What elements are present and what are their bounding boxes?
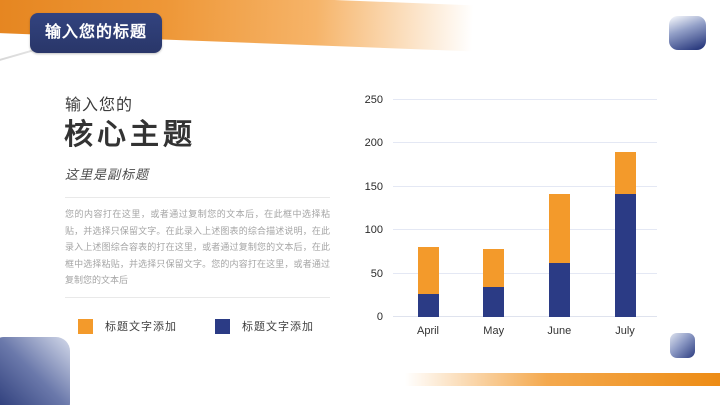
gridline — [393, 229, 657, 231]
gridline — [393, 142, 657, 144]
bar-segment-orange-may — [483, 249, 505, 287]
x-axis-label: July — [615, 325, 635, 337]
bar-segment-orange-july — [614, 152, 636, 194]
y-tick-label: 50 — [370, 267, 383, 280]
bar-segment-navy-june — [548, 263, 570, 317]
chart-legend: 标题文字添加 标题文字添加 — [78, 318, 352, 334]
gridline — [393, 272, 657, 274]
legend-label-orange: 标题文字添加 — [105, 321, 177, 333]
gridline — [393, 316, 657, 317]
legend-item-orange: 标题文字添加 — [78, 318, 177, 334]
x-axis-label: June — [547, 325, 572, 337]
chart-plot-area: 0 50 100 150 200 250 April May June July — [365, 94, 657, 337]
y-tick-label: 150 — [364, 180, 383, 193]
bar-segment-navy-july — [614, 193, 636, 317]
y-tick-label: 100 — [364, 224, 383, 237]
bar-segment-orange-april — [417, 246, 439, 294]
heading-line1: 输入您的 — [65, 97, 134, 114]
slide-title-pill: 输入您的标题 — [30, 13, 162, 53]
bar-segment-orange-june — [548, 193, 570, 264]
gridline — [393, 185, 657, 187]
body-text: 您的内容打在这里，或者通过复制您的文本后，在此框中选择粘贴，并选择只保留文字。在… — [65, 197, 330, 298]
x-axis-label: May — [483, 325, 505, 337]
bar-segment-navy-april — [417, 293, 439, 317]
decorative-square-bottom-left — [0, 337, 70, 405]
heading-line2: 核心主题 — [64, 119, 197, 151]
stacked-bar-chart: 0 50 100 150 200 250 April May June July — [358, 90, 688, 345]
legend-swatch-orange — [78, 318, 93, 334]
x-axis-label: April — [416, 325, 439, 337]
y-tick-label: 250 — [364, 94, 383, 106]
gridline — [393, 99, 657, 100]
subtitle: 这里是副标题 — [65, 167, 150, 182]
decorative-square-bottom-right — [670, 333, 695, 358]
y-tick-label: 200 — [364, 137, 383, 150]
legend-item-navy: 标题文字添加 — [215, 318, 314, 334]
legend-swatch-navy — [215, 318, 230, 334]
bar-segment-navy-may — [483, 286, 505, 317]
bottom-orange-gradient-bar — [405, 373, 720, 386]
legend-label-navy: 标题文字添加 — [242, 321, 314, 333]
decorative-square-top-right — [669, 16, 706, 50]
y-tick-label: 0 — [376, 311, 383, 323]
